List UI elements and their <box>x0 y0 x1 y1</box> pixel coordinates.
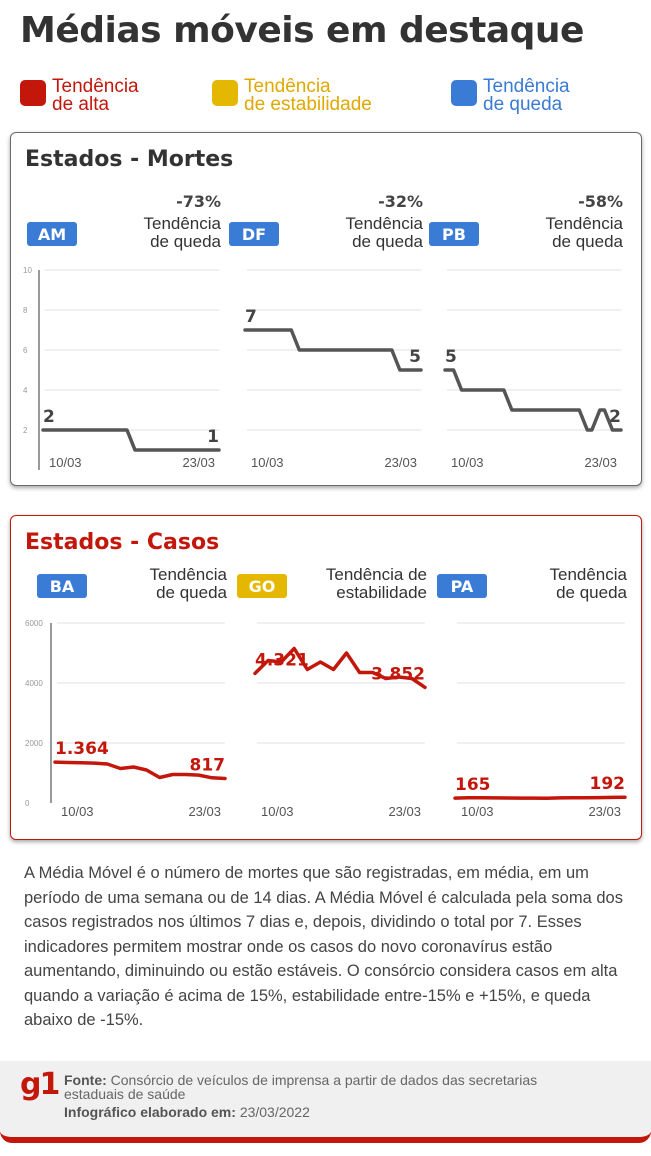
legend-swatch-estabilidade <box>212 80 238 106</box>
trend-label-line1: Tendência <box>549 565 627 584</box>
y-tick-label: 0 <box>25 799 30 808</box>
end-value-label: 2 <box>609 407 621 427</box>
x-tick-label: 10/03 <box>61 804 94 819</box>
deaths-panel: Estados - Mortes 10 8 6 4 2 AM -73% Tendência de… <box>10 132 642 486</box>
legend-label-estabilidade-line1: Tendência <box>244 76 331 97</box>
start-value-label: 1.364 <box>55 739 109 759</box>
x-tick-label: 10/03 <box>251 455 284 470</box>
x-tick-label: 10/03 <box>261 804 294 819</box>
source-text-cont: estaduais de saúde <box>64 1086 186 1102</box>
y-tick-label: 6 <box>23 346 28 355</box>
series-line-go <box>253 646 427 690</box>
series-line-pb <box>443 368 623 432</box>
trend-label-line1: Tendência <box>149 565 227 584</box>
state-badge-go <box>237 574 287 598</box>
x-tick-label: 23/03 <box>384 455 417 470</box>
y-tick-label: 2 <box>23 426 28 435</box>
date-text: 23/03/2022 <box>239 1104 310 1120</box>
legend-label-queda-line1: Tendência <box>483 76 570 97</box>
end-value-label: 1 <box>207 427 219 447</box>
footer-description: A Média Móvel é o número de mortes que s… <box>24 864 623 1029</box>
legend-label-alta-line2: de alta <box>52 94 110 115</box>
state-label-go: GO <box>249 577 276 596</box>
page-title: Médias móveis em destaque <box>20 10 584 51</box>
trend-label-line1: Tendência de <box>326 565 427 584</box>
y-tick-label: 10 <box>23 266 32 275</box>
y-tick-label: 4 <box>23 386 28 395</box>
y-tick-label: 6000 <box>25 619 43 628</box>
trend-label-line2: de queda <box>552 232 623 251</box>
x-tick-label: 23/03 <box>182 455 215 470</box>
trend-label-line1: Tendência <box>545 214 623 233</box>
state-label-pb: PB <box>442 225 466 244</box>
state-label-am: AM <box>38 225 66 244</box>
series-line-pa <box>453 795 627 800</box>
state-badge-am <box>27 222 77 246</box>
y-tick-label: 8 <box>23 306 28 315</box>
y-tick-label: 2000 <box>25 739 43 748</box>
end-value-label: 192 <box>590 774 626 794</box>
variation-label: -73% <box>176 192 221 211</box>
trend-label-line1: Tendência <box>143 214 221 233</box>
legend-label-queda-line2: de queda <box>483 94 563 115</box>
x-tick-label: 23/03 <box>188 804 221 819</box>
state-badge-pa <box>437 574 487 598</box>
legend-swatch-alta <box>20 80 46 106</box>
legend-item-queda: Tendência de queda <box>451 76 643 115</box>
source-label: Fonte: <box>64 1072 107 1088</box>
cases-panel-title: Estados - Casos <box>25 530 220 555</box>
series-line-ba <box>53 760 227 781</box>
trend-label-line2: de queda <box>352 232 423 251</box>
state-label-df: DF <box>242 225 266 244</box>
legend-item-alta: Tendência de alta <box>20 76 212 115</box>
variation-label: -32% <box>378 192 423 211</box>
trend-label-line2: de queda <box>156 583 227 602</box>
trend-label-line2: de queda <box>150 232 221 251</box>
source-text: Consórcio de veículos de imprensa a part… <box>110 1072 538 1088</box>
state-badge-ba <box>37 574 87 598</box>
x-tick-label: 10/03 <box>461 804 494 819</box>
x-tick-label: 23/03 <box>584 455 617 470</box>
end-value-label: 5 <box>409 347 421 367</box>
start-value-label: 4.321 <box>255 650 309 670</box>
series-line-am <box>41 428 221 452</box>
deaths-panel-title: Estados - Mortes <box>25 147 234 172</box>
series-line-df <box>243 328 423 372</box>
start-value-label: 5 <box>445 347 457 367</box>
g1-logo: g1 <box>20 1067 60 1102</box>
legend-label-estabilidade-line2: de estabilidade <box>244 94 372 115</box>
x-tick-label: 23/03 <box>588 804 621 819</box>
x-tick-label: 23/03 <box>388 804 421 819</box>
x-tick-label: 10/03 <box>49 455 82 470</box>
cases-panel: Estados - Casos 6000 4000 2000 0 BA Tendência… <box>10 515 642 840</box>
y-tick-label: 4000 <box>25 679 43 688</box>
trend-label-line2: de queda <box>556 583 627 602</box>
start-value-label: 2 <box>43 407 55 427</box>
state-label-pa: PA <box>451 577 474 596</box>
legend-label-alta-line1: Tendência <box>52 76 139 97</box>
end-value-label: 817 <box>190 755 226 775</box>
trend-label-line1: Tendência <box>345 214 423 233</box>
state-label-ba: BA <box>50 577 75 596</box>
legend-swatch-queda <box>451 80 477 106</box>
variation-label: -58% <box>578 192 623 211</box>
source-box: g1 Fonte: Consórcio de veículos de impre… <box>0 1061 651 1143</box>
date-label: Infográfico elaborado em: <box>64 1104 236 1120</box>
start-value-label: 7 <box>245 307 257 327</box>
x-tick-label: 10/03 <box>451 455 484 470</box>
state-badge-pb <box>429 222 479 246</box>
legend-item-estabilidade: Tendência de estabilidade <box>212 76 404 115</box>
end-value-label: 3.852 <box>371 664 425 684</box>
start-value-label: 165 <box>455 775 491 795</box>
state-badge-df <box>229 222 279 246</box>
trend-label-line2: estabilidade <box>336 583 427 602</box>
